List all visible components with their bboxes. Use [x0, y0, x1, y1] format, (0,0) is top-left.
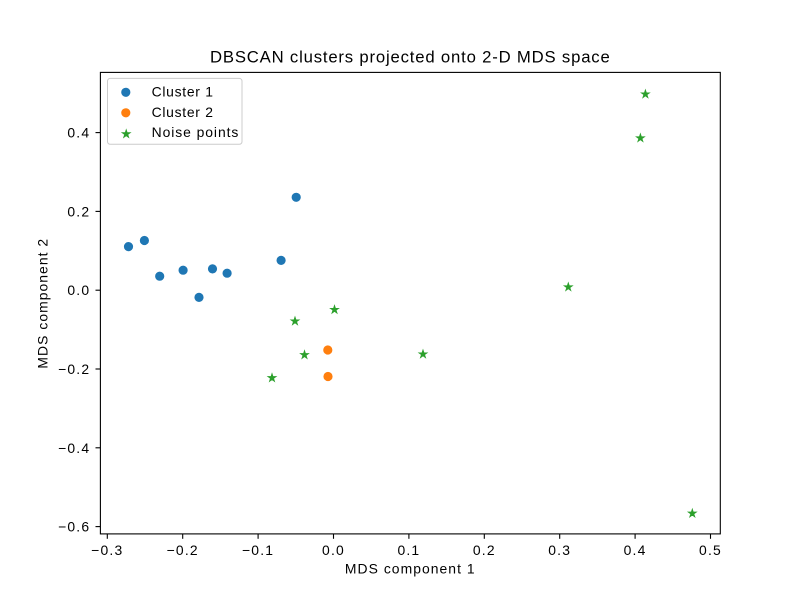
- svg-text:−0.4: −0.4: [58, 440, 90, 456]
- svg-text:0.3: 0.3: [548, 542, 571, 558]
- svg-text:−0.2: −0.2: [167, 542, 199, 558]
- svg-text:0.1: 0.1: [397, 542, 420, 558]
- svg-text:0.2: 0.2: [473, 542, 496, 558]
- svg-text:0.4: 0.4: [67, 125, 90, 141]
- svg-text:Noise points: Noise points: [152, 124, 240, 140]
- svg-text:0.0: 0.0: [322, 542, 345, 558]
- svg-text:−0.1: −0.1: [242, 542, 274, 558]
- svg-text:MDS component 2: MDS component 2: [34, 238, 50, 369]
- svg-text:0.2: 0.2: [67, 203, 90, 219]
- svg-text:DBSCAN clusters projected onto: DBSCAN clusters projected onto 2-D MDS s…: [210, 48, 611, 67]
- svg-text:0.0: 0.0: [67, 282, 90, 298]
- svg-text:Cluster 2: Cluster 2: [152, 104, 214, 120]
- svg-text:−0.3: −0.3: [91, 542, 123, 558]
- svg-text:−0.2: −0.2: [58, 361, 90, 377]
- svg-text:0.5: 0.5: [699, 542, 722, 558]
- svg-text:Cluster 1: Cluster 1: [152, 84, 214, 100]
- svg-text:MDS component 1: MDS component 1: [345, 560, 476, 576]
- svg-text:0.4: 0.4: [624, 542, 647, 558]
- svg-text:−0.6: −0.6: [58, 519, 90, 535]
